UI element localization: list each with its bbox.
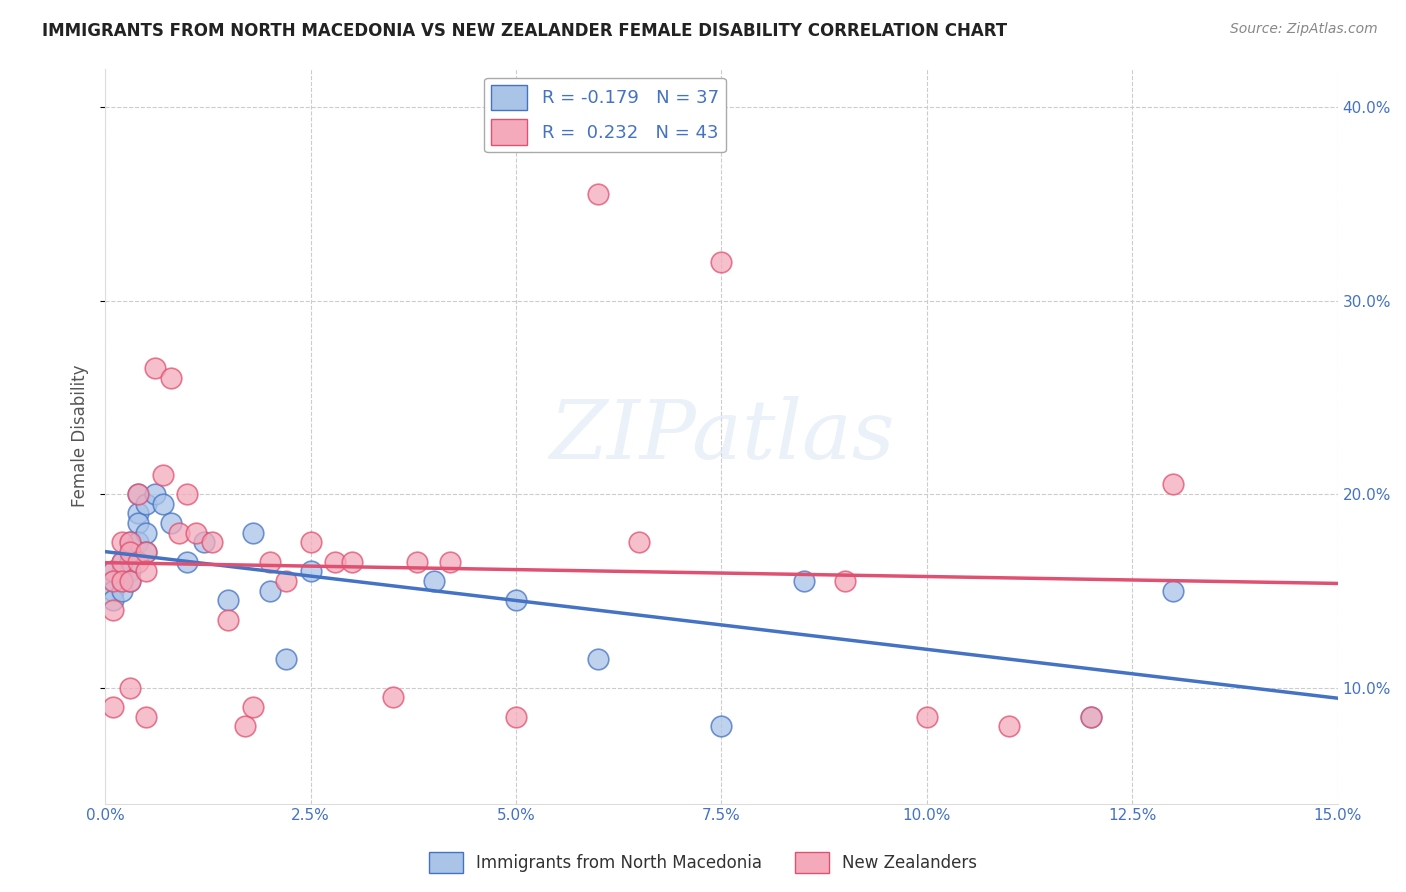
Point bbox=[710, 719, 733, 733]
Point bbox=[135, 545, 157, 559]
Point bbox=[135, 545, 157, 559]
Point bbox=[1163, 477, 1185, 491]
Point bbox=[118, 535, 141, 549]
Point bbox=[193, 535, 215, 549]
Point bbox=[103, 603, 125, 617]
Point bbox=[152, 467, 174, 482]
Point bbox=[111, 535, 134, 549]
Point bbox=[242, 525, 264, 540]
Point bbox=[103, 699, 125, 714]
Point bbox=[111, 574, 134, 589]
Point bbox=[586, 651, 609, 665]
Point bbox=[323, 555, 346, 569]
Point bbox=[118, 555, 141, 569]
Point bbox=[152, 497, 174, 511]
Point bbox=[233, 719, 256, 733]
Text: ZIPatlas: ZIPatlas bbox=[548, 396, 894, 476]
Point bbox=[103, 565, 125, 579]
Point bbox=[1080, 709, 1102, 723]
Point bbox=[167, 525, 190, 540]
Point bbox=[103, 574, 125, 589]
Point bbox=[176, 555, 198, 569]
Point bbox=[103, 583, 125, 598]
Point bbox=[160, 371, 183, 385]
Point bbox=[505, 709, 527, 723]
Point bbox=[118, 535, 141, 549]
Y-axis label: Female Disability: Female Disability bbox=[72, 365, 89, 508]
Point bbox=[217, 613, 239, 627]
Point bbox=[340, 555, 363, 569]
Point bbox=[834, 574, 856, 589]
Point bbox=[217, 593, 239, 607]
Point bbox=[439, 555, 461, 569]
Point bbox=[710, 255, 733, 269]
Point bbox=[628, 535, 651, 549]
Point bbox=[406, 555, 429, 569]
Point bbox=[274, 574, 297, 589]
Point bbox=[127, 487, 149, 501]
Point bbox=[127, 507, 149, 521]
Point bbox=[423, 574, 446, 589]
Point bbox=[505, 593, 527, 607]
Point bbox=[259, 555, 281, 569]
Point bbox=[135, 565, 157, 579]
Point bbox=[127, 487, 149, 501]
Point bbox=[111, 583, 134, 598]
Point bbox=[160, 516, 183, 530]
Point bbox=[103, 593, 125, 607]
Point bbox=[127, 516, 149, 530]
Point bbox=[586, 187, 609, 202]
Point bbox=[381, 690, 404, 705]
Text: Source: ZipAtlas.com: Source: ZipAtlas.com bbox=[1230, 22, 1378, 37]
Point bbox=[127, 555, 149, 569]
Point bbox=[111, 555, 134, 569]
Point bbox=[118, 545, 141, 559]
Legend: Immigrants from North Macedonia, New Zealanders: Immigrants from North Macedonia, New Zea… bbox=[422, 846, 984, 880]
Point bbox=[103, 574, 125, 589]
Point bbox=[201, 535, 224, 549]
Point bbox=[135, 709, 157, 723]
Point bbox=[103, 565, 125, 579]
Text: IMMIGRANTS FROM NORTH MACEDONIA VS NEW ZEALANDER FEMALE DISABILITY CORRELATION C: IMMIGRANTS FROM NORTH MACEDONIA VS NEW Z… bbox=[42, 22, 1007, 40]
Point bbox=[998, 719, 1021, 733]
Point bbox=[118, 574, 141, 589]
Point bbox=[242, 699, 264, 714]
Point bbox=[1163, 583, 1185, 598]
Point bbox=[111, 574, 134, 589]
Point bbox=[1080, 709, 1102, 723]
Point bbox=[184, 525, 207, 540]
Point bbox=[259, 583, 281, 598]
Point bbox=[299, 535, 322, 549]
Point bbox=[915, 709, 938, 723]
Point bbox=[118, 574, 141, 589]
Point bbox=[111, 565, 134, 579]
Point bbox=[274, 651, 297, 665]
Legend: R = -0.179   N = 37, R =  0.232   N = 43: R = -0.179 N = 37, R = 0.232 N = 43 bbox=[484, 78, 725, 153]
Point bbox=[143, 487, 166, 501]
Point bbox=[176, 487, 198, 501]
Point bbox=[143, 361, 166, 376]
Point bbox=[793, 574, 815, 589]
Point bbox=[135, 525, 157, 540]
Point bbox=[118, 565, 141, 579]
Point bbox=[299, 565, 322, 579]
Point bbox=[111, 555, 134, 569]
Point bbox=[118, 681, 141, 695]
Point bbox=[127, 535, 149, 549]
Point bbox=[135, 497, 157, 511]
Point bbox=[118, 545, 141, 559]
